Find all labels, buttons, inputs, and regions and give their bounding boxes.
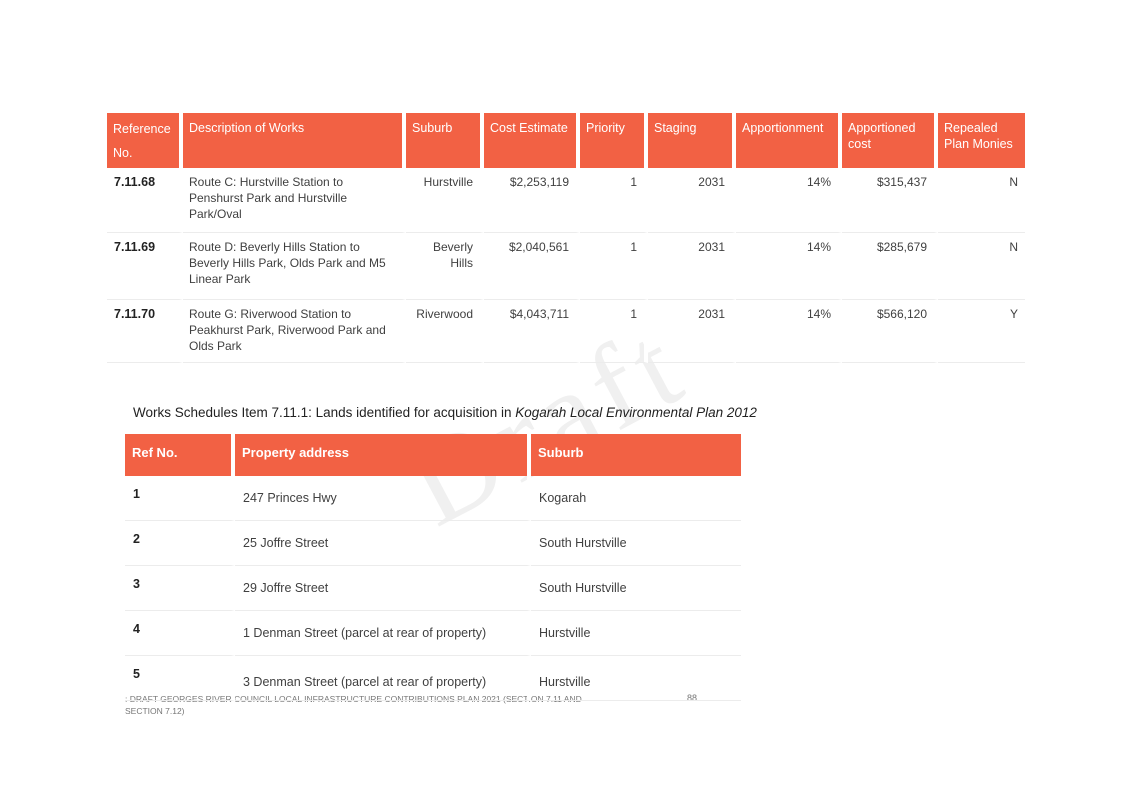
header-suburb: Suburb: [531, 434, 741, 476]
table-row: 1 247 Princes Hwy Kogarah: [125, 476, 741, 521]
row-suburb: Hurstville: [531, 611, 741, 656]
row-description: Route D: Beverly Hills Station to Beverl…: [183, 233, 406, 300]
header-apportioned-cost: Apportioned cost: [842, 113, 938, 168]
row-apportioned-cost: $285,679: [842, 233, 938, 300]
row-cost: $4,043,711: [484, 300, 580, 363]
row-apportionment: 14%: [736, 233, 842, 300]
row-apportionment: 14%: [736, 300, 842, 363]
row-suburb: Kogarah: [531, 476, 741, 521]
row-suburb: Hurstville: [531, 656, 741, 701]
row-ref: 2: [125, 521, 235, 566]
row-apportioned-cost: $566,120: [842, 300, 938, 363]
works-header-row: Reference No. Description of Works Subur…: [107, 113, 1025, 168]
row-ref: 7.11.70: [107, 300, 183, 363]
row-apportionment: 14%: [736, 168, 842, 233]
row-apportioned-cost: $315,437: [842, 168, 938, 233]
lands-header-row: Ref No. Property address Suburb: [125, 434, 741, 476]
header-description: Description of Works: [183, 113, 406, 168]
lands-table-caption: Works Schedules Item 7.11.1: Lands ident…: [133, 405, 757, 420]
table-row: 7.11.69 Route D: Beverly Hills Station t…: [107, 233, 1025, 300]
row-ref: 4: [125, 611, 235, 656]
row-repealed: N: [938, 233, 1025, 300]
row-suburb: South Hurstville: [531, 566, 741, 611]
row-staging: 2031: [648, 300, 736, 363]
row-repealed: Y: [938, 300, 1025, 363]
row-ref: 1: [125, 476, 235, 521]
row-ref: 3: [125, 566, 235, 611]
row-suburb: Hurstville: [406, 168, 484, 233]
row-description: Route C: Hurstville Station to Penshurst…: [183, 168, 406, 233]
row-ref: 7.11.69: [107, 233, 183, 300]
header-ref-no: Ref No.: [125, 434, 235, 476]
row-cost: $2,253,119: [484, 168, 580, 233]
row-address: 1 Denman Street (parcel at rear of prope…: [235, 611, 531, 656]
header-property-address: Property address: [235, 434, 531, 476]
row-staging: 2031: [648, 168, 736, 233]
row-address: 3 Denman Street (parcel at rear of prope…: [235, 656, 531, 701]
lands-table: Ref No. Property address Suburb 1 247 Pr…: [125, 434, 741, 701]
table-row: 7.11.70 Route G: Riverwood Station to Pe…: [107, 300, 1025, 363]
header-reference-no: Reference No.: [107, 113, 183, 168]
row-priority: 1: [580, 168, 648, 233]
header-apportionment: Apportionment: [736, 113, 842, 168]
row-staging: 2031: [648, 233, 736, 300]
table-row: 3 29 Joffre Street South Hurstville: [125, 566, 741, 611]
table-row: 2 25 Joffre Street South Hurstville: [125, 521, 741, 566]
header-repealed-plan-monies: Repealed Plan Monies: [938, 113, 1025, 168]
row-suburb: Riverwood: [406, 300, 484, 363]
row-repealed: N: [938, 168, 1025, 233]
works-table: Reference No. Description of Works Subur…: [107, 113, 1025, 363]
page-number: 88: [687, 693, 698, 703]
row-cost: $2,040,561: [484, 233, 580, 300]
row-priority: 1: [580, 233, 648, 300]
row-address: 25 Joffre Street: [235, 521, 531, 566]
row-suburb: South Hurstville: [531, 521, 741, 566]
table-row: 5 3 Denman Street (parcel at rear of pro…: [125, 656, 741, 701]
row-ref: 7.11.68: [107, 168, 183, 233]
table-row: 7.11.68 Route C: Hurstville Station to P…: [107, 168, 1025, 233]
caption-text: Works Schedules Item 7.11.1: Lands ident…: [133, 405, 516, 420]
row-description: Route G: Riverwood Station to Peakhurst …: [183, 300, 406, 363]
header-priority: Priority: [580, 113, 648, 168]
header-cost-estimate: Cost Estimate: [484, 113, 580, 168]
row-ref: 5: [125, 656, 235, 701]
row-suburb: Beverly Hills: [406, 233, 484, 300]
table-row: 4 1 Denman Street (parcel at rear of pro…: [125, 611, 741, 656]
row-address: 247 Princes Hwy: [235, 476, 531, 521]
row-address: 29 Joffre Street: [235, 566, 531, 611]
footer-document-title: : DRAFT GEORGES RIVER COUNCIL LOCAL INFR…: [125, 694, 582, 716]
caption-plan-name: Kogarah Local Environmental Plan 2012: [515, 405, 757, 420]
header-suburb: Suburb: [406, 113, 484, 168]
header-staging: Staging: [648, 113, 736, 168]
row-priority: 1: [580, 300, 648, 363]
